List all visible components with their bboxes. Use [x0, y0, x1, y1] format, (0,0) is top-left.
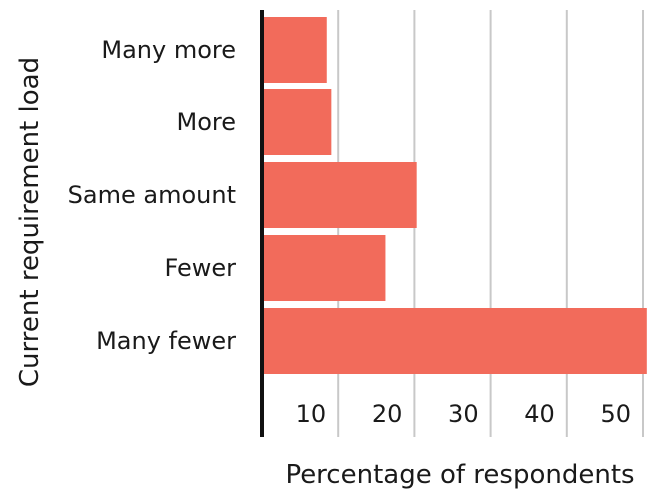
bar-fewer: [262, 235, 386, 301]
x-tick-label-20: 20: [372, 400, 403, 428]
category-label-fewer: Fewer: [164, 254, 236, 282]
bars: [262, 17, 647, 374]
x-tick-label-40: 40: [524, 400, 555, 428]
bar-same-amount: [262, 162, 417, 228]
y-axis-title: Current requirement load: [15, 57, 45, 387]
x-tick-label-50: 50: [600, 400, 631, 428]
bar-more: [262, 89, 332, 155]
x-axis-title: Percentage of respondents: [285, 460, 634, 490]
bar-many-fewer: [262, 308, 647, 374]
category-label-more: More: [177, 108, 237, 136]
category-label-same-amount: Same amount: [68, 181, 236, 209]
x-tick-labels: 10 20 30 40 50: [296, 400, 631, 428]
bar-many-more: [262, 17, 327, 83]
category-labels: Many more More Same amount Fewer Many fewer: [68, 36, 236, 355]
x-tick-label-30: 30: [448, 400, 479, 428]
category-label-many-more: Many more: [101, 36, 236, 64]
category-label-many-fewer: Many fewer: [96, 327, 236, 355]
x-tick-label-10: 10: [296, 400, 327, 428]
